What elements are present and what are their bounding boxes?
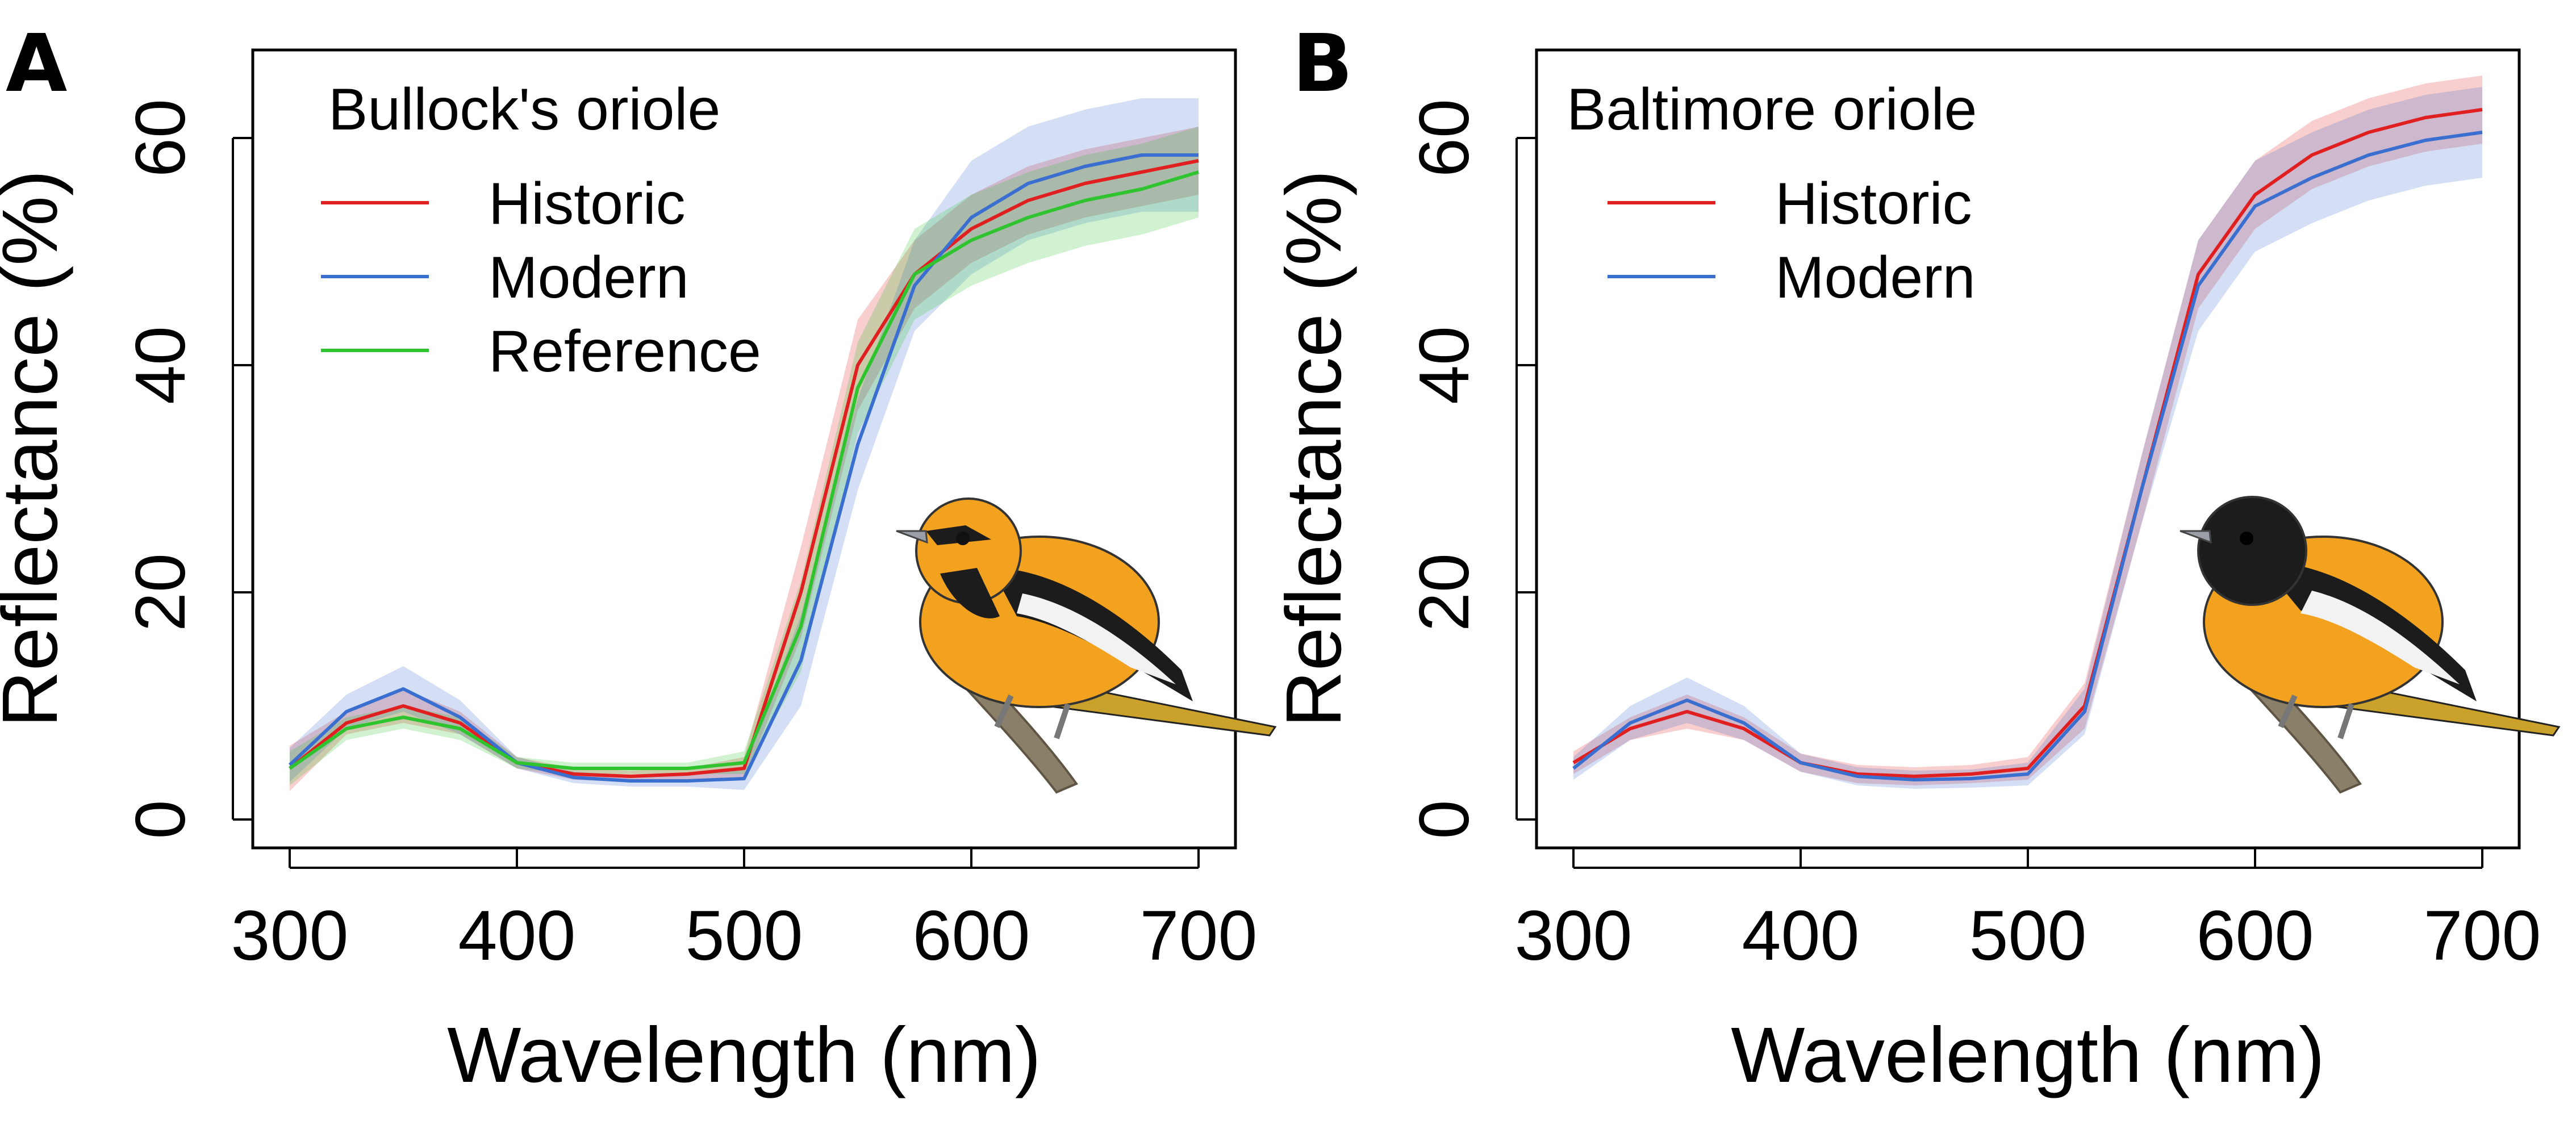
legend-a: Bullock's oriole Historic Modern Reference: [321, 77, 761, 384]
panel-label-a: A: [6, 18, 67, 110]
bullocks-oriole-illustration: [896, 497, 1277, 794]
panel-a: A Bullock's oriole Historic Modern Referen…: [0, 18, 1277, 1099]
legend-label-historic-a: Historic: [489, 171, 686, 237]
band-reference-a: [290, 127, 1199, 785]
band-historic-b: [1573, 76, 2482, 785]
y-tick-label-b: 40: [1405, 326, 1484, 404]
legend-b: Baltimore oriole Historic Modern: [1567, 77, 1977, 311]
legend-label-modern-b: Modern: [1775, 245, 1976, 311]
band-modern-a: [290, 98, 1199, 790]
legend-title-b: Baltimore oriole: [1567, 77, 1977, 143]
series-lines-b: [1572, 108, 2483, 781]
x-tick-label-b: 600: [2197, 897, 2314, 975]
x-axis-label-a: Wavelength (nm): [447, 1011, 1041, 1099]
y-tick-label-a: 60: [122, 99, 200, 177]
y-tick-label-b: 60: [1405, 99, 1484, 177]
legend-title-a: Bullock's oriole: [328, 77, 720, 143]
line-reference-a: [289, 170, 1199, 770]
x-tick-label-b: 300: [1515, 897, 1633, 975]
x-tick-label-b: 500: [1969, 897, 2087, 975]
legend-label-modern-a: Modern: [489, 245, 689, 311]
line-historic-a: [289, 159, 1199, 778]
x-axis-label-b: Wavelength (nm): [1731, 1011, 2325, 1099]
x-tick-label-a: 500: [686, 897, 803, 975]
variation-bands-a: [290, 98, 1199, 791]
x-tick-label-a: 400: [458, 897, 576, 975]
x-tick-label-a: 300: [231, 897, 349, 975]
y-axis-label-b: Reflectance (%): [1270, 170, 1358, 727]
y-tick-label-a: 0: [122, 800, 200, 839]
baltimore-oriole-illustration: [2180, 496, 2561, 794]
panel-label-b: B: [1292, 18, 1353, 110]
band-historic-a: [290, 127, 1199, 791]
legend-label-reference-a: Reference: [489, 319, 761, 384]
x-tick-label-b: 400: [1742, 897, 1860, 975]
y-tick-label-b: 0: [1405, 800, 1484, 839]
line-modern-b: [1572, 131, 2483, 781]
y-tick-label-a: 20: [122, 553, 200, 632]
y-tick-label-a: 40: [122, 326, 200, 404]
y-axis-label-a: Reflectance (%): [0, 170, 74, 727]
x-tick-label-a: 600: [913, 897, 1030, 975]
x-tick-label-b: 700: [2424, 897, 2541, 975]
line-historic-b: [1572, 108, 2483, 778]
legend-label-historic-b: Historic: [1775, 171, 1972, 237]
line-modern-a: [288, 153, 1199, 783]
series-lines-a: [288, 153, 1199, 783]
y-tick-label-b: 20: [1405, 553, 1484, 632]
x-tick-label-a: 700: [1140, 897, 1258, 975]
